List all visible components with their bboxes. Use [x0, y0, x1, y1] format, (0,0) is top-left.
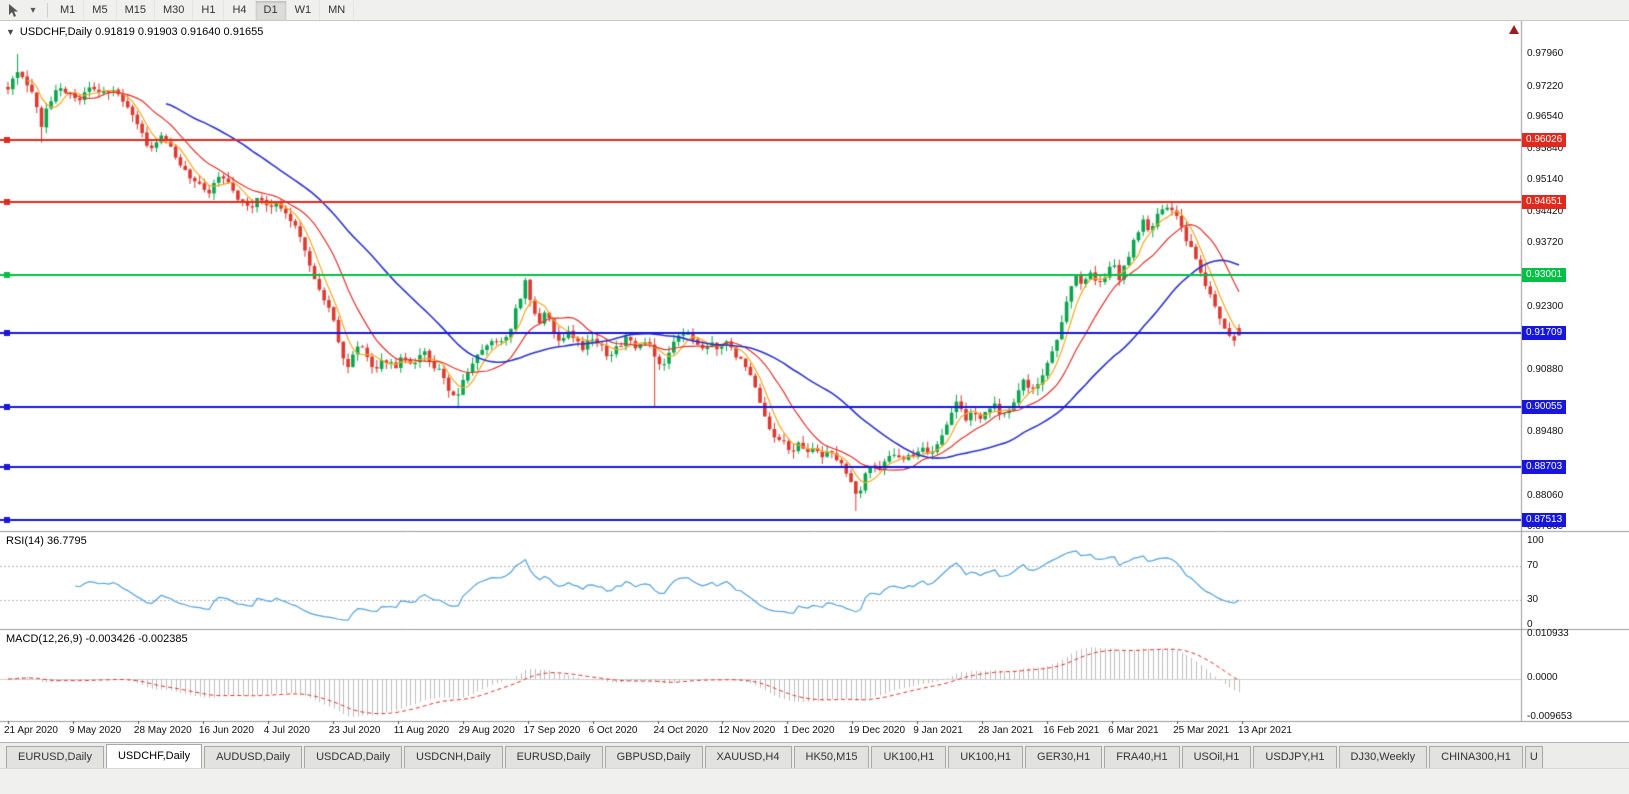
timeframe-button-m15[interactable]: M15 — [117, 0, 155, 20]
price-axis-label: 0.90880 — [1527, 363, 1564, 375]
macd-label: MACD(12,26,9) -0.003426 -0.002385 — [6, 633, 188, 645]
date-axis-label: 4 Jul 2020 — [263, 725, 310, 736]
date-axis-label: 16 Jun 2020 — [198, 725, 254, 736]
date-axis-label: 6 Oct 2020 — [588, 725, 638, 736]
chart-tab-china300-h1[interactable]: CHINA300,H1 — [1429, 746, 1523, 768]
price-axis-label: 0.88060 — [1527, 489, 1564, 501]
chart-tab-hk50-m15[interactable]: HK50,M15 — [793, 746, 870, 768]
date-axis-label: 21 Apr 2020 — [4, 725, 58, 736]
price-axis-label: 0.96540 — [1527, 111, 1564, 123]
chart-area[interactable]: ▼ USDCHF,Daily 0.91819 0.91903 0.91640 0.… — [0, 21, 1629, 742]
date-axis-label: 19 Dec 2020 — [848, 725, 906, 736]
timeframe-button-h1[interactable]: H1 — [193, 0, 225, 20]
chart-tab-usdchf-daily[interactable]: USDCHF,Daily — [105, 744, 203, 768]
price-line-tag-0.90055: 0.90055 — [1522, 399, 1567, 414]
chart-tab-gbpusd-daily[interactable]: GBPUSD,Daily — [604, 746, 703, 768]
price-axis-label: 0.95840 — [1527, 142, 1564, 154]
rsi-axis-label: 30 — [1527, 593, 1539, 605]
date-axis-label: 29 Aug 2020 — [458, 725, 515, 736]
date-axis-label: 9 Jan 2021 — [913, 725, 963, 736]
timeframe-toolbar: ▾ M1 M5 M15 M30 H1 H4 D1 W1 MN — [0, 0, 1629, 21]
collapse-icon[interactable]: ▼ — [6, 27, 15, 37]
chart-tab-usdcnh-daily[interactable]: USDCNH,Daily — [404, 746, 503, 768]
rsi-axis-label: 100 — [1527, 535, 1544, 546]
price-line-tag-0.96026: 0.96026 — [1522, 133, 1567, 148]
price-axis-label: 0.89480 — [1527, 426, 1564, 438]
chart-tab-fra40-h1[interactable]: FRA40,H1 — [1104, 746, 1180, 768]
date-axis-label: 23 Jul 2020 — [328, 725, 381, 736]
chart-ohlc-title: USDCHF,Daily 0.91819 0.91903 0.91640 0.9… — [19, 26, 264, 38]
macd-axis-label: 0.010933 — [1527, 628, 1569, 639]
date-axis-label: 9 May 2020 — [68, 725, 122, 736]
chart-tab-usdcad-daily[interactable]: USDCAD,Daily — [304, 746, 403, 768]
chart-tab-usdjpy-h1[interactable]: USDJPY,H1 — [1253, 746, 1337, 768]
date-axis-label: 25 Mar 2021 — [1173, 725, 1230, 736]
price-line-tag-0.88703: 0.88703 — [1522, 460, 1567, 475]
macd-axis-label: 0.0000 — [1527, 672, 1558, 683]
price-axis-label: 0.95140 — [1527, 173, 1564, 185]
date-axis-label: 12 Nov 2020 — [718, 725, 776, 736]
chart-tabbar: EURUSD,Daily USDCHF,Daily AUDUSD,Daily USDC… — [0, 742, 1629, 768]
cursor-icon — [8, 3, 18, 17]
timeframe-button-h4[interactable]: H4 — [224, 0, 256, 20]
cursor-tool-icon[interactable] — [3, 2, 23, 19]
price-axis-label: 0.97960 — [1527, 48, 1564, 60]
chart-tab-xauusd-h4[interactable]: XAUUSD,H4 — [704, 746, 792, 768]
price-axis-label: 0.93720 — [1527, 237, 1564, 249]
chart-tab-ger30-h1[interactable]: GER30,H1 — [1025, 746, 1103, 768]
date-axis-label: 16 Feb 2021 — [1043, 725, 1100, 736]
price-axis-label: 0.92300 — [1527, 300, 1564, 312]
rsi-label: RSI(14) 36.7795 — [6, 535, 87, 547]
status-bar — [0, 768, 1629, 794]
date-axis-label: 17 Sep 2020 — [523, 725, 581, 736]
date-axis-label: 11 Aug 2020 — [393, 725, 450, 736]
timeframe-buttons: M1 M5 M15 M30 H1 H4 D1 W1 MN — [52, 0, 355, 20]
date-axis-label: 13 Apr 2021 — [1238, 725, 1292, 736]
chart-tab-usoil-h1[interactable]: USOil,H1 — [1181, 746, 1252, 768]
chart-shift-marker-icon — [1509, 25, 1519, 34]
timeframe-button-w1[interactable]: W1 — [287, 0, 321, 20]
price-line-tag-0.93001: 0.93001 — [1522, 268, 1567, 283]
chart-tab-eurusd-daily[interactable]: EURUSD,Daily — [6, 746, 104, 768]
chart-tab-dj30-weekly[interactable]: DJ30,Weekly — [1338, 746, 1428, 768]
date-axis-label: 28 Jan 2021 — [978, 725, 1034, 736]
dropdown-caret-icon[interactable]: ▾ — [30, 4, 36, 16]
timeframe-button-m1[interactable]: M1 — [52, 0, 85, 20]
macd-axis-label: -0.009653 — [1527, 711, 1573, 722]
chart-tab-u[interactable]: U — [1524, 746, 1543, 768]
price-line-tag-0.94651: 0.94651 — [1522, 194, 1567, 209]
date-axis-label: 6 Mar 2021 — [1108, 725, 1159, 736]
price-axis-label: 0.97220 — [1527, 81, 1564, 93]
price-line-tag-0.87513: 0.87513 — [1522, 513, 1567, 528]
rsi-axis-label: 0 — [1527, 619, 1533, 630]
timeframe-button-mn[interactable]: MN — [320, 0, 355, 20]
date-axis-label: 24 Oct 2020 — [653, 725, 708, 736]
price-axis-label: 0.94420 — [1527, 205, 1564, 217]
chart-tab-eurusd-daily[interactable]: EURUSD,Daily — [504, 746, 603, 768]
chart-title: ▼ USDCHF,Daily 0.91819 0.91903 0.91640 0.… — [6, 26, 263, 38]
price-chart-canvas[interactable] — [0, 21, 1629, 742]
chart-tab-audusd-daily[interactable]: AUDUSD,Daily — [204, 746, 303, 768]
price-line-tag-0.91709: 0.91709 — [1522, 325, 1567, 340]
date-axis-label: 1 Dec 2020 — [783, 725, 835, 736]
chart-tab-uk100-h1[interactable]: UK100,H1 — [871, 746, 947, 768]
rsi-axis-label: 70 — [1527, 560, 1539, 572]
toolbar-separator — [47, 2, 48, 18]
chart-tab-uk100-h1[interactable]: UK100,H1 — [948, 746, 1024, 768]
timeframe-button-m5[interactable]: M5 — [84, 0, 117, 20]
date-axis-label: 28 May 2020 — [133, 725, 192, 736]
timeframe-button-m30[interactable]: M30 — [155, 0, 194, 20]
timeframe-button-d1[interactable]: D1 — [255, 0, 287, 20]
